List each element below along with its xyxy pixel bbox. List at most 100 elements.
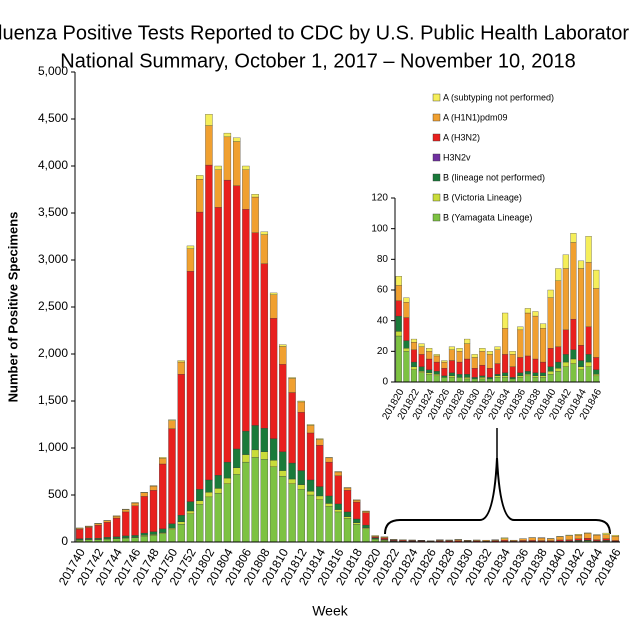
bar-segment bbox=[479, 377, 486, 380]
bar-segment bbox=[177, 374, 185, 516]
bar-segment bbox=[260, 231, 269, 235]
bar-segment bbox=[502, 372, 509, 377]
bar-segment bbox=[517, 329, 524, 358]
bar-segment bbox=[85, 527, 93, 539]
y-tick-label: 0 bbox=[382, 377, 388, 388]
legend-label: B (Victoria Lineage) bbox=[443, 192, 522, 202]
bar-segment bbox=[479, 348, 486, 352]
y-tick-label: 40 bbox=[377, 315, 389, 326]
bar-segment bbox=[509, 366, 516, 378]
bar-segment bbox=[524, 375, 531, 383]
bar-segment bbox=[232, 474, 241, 543]
bar-segment bbox=[584, 537, 592, 541]
bar-segment bbox=[426, 372, 433, 375]
bar-segment bbox=[532, 375, 539, 378]
bar-segment bbox=[448, 360, 455, 373]
bar-segment bbox=[186, 501, 195, 512]
bar-segment bbox=[562, 268, 569, 331]
bar-segment bbox=[260, 459, 269, 543]
bar-segment bbox=[177, 521, 185, 525]
bar-segment bbox=[456, 351, 463, 363]
bar-segment bbox=[494, 377, 501, 383]
bar-segment bbox=[433, 375, 440, 383]
bar-segment bbox=[232, 137, 241, 142]
bar-segment bbox=[343, 511, 352, 517]
bar-segment bbox=[418, 371, 425, 373]
bar-segment bbox=[494, 375, 501, 378]
bar-segment bbox=[242, 461, 250, 543]
bar-segment bbox=[75, 529, 84, 539]
y-tick-label: 120 bbox=[371, 193, 388, 204]
legend-swatch bbox=[432, 173, 441, 182]
bar-segment bbox=[353, 522, 361, 525]
bar-segment bbox=[260, 451, 269, 460]
bar-segment bbox=[131, 537, 139, 543]
bar-segment bbox=[410, 366, 418, 370]
bar-segment bbox=[223, 483, 232, 543]
bar-segment bbox=[269, 460, 278, 467]
bar-segment bbox=[260, 428, 269, 452]
bar-segment bbox=[433, 354, 440, 357]
bar-segment bbox=[585, 326, 592, 355]
bar-segment bbox=[555, 280, 562, 347]
bar-segment bbox=[214, 207, 222, 476]
bar-segment bbox=[517, 326, 524, 331]
y-tick-label: 2,000 bbox=[38, 346, 68, 360]
bar-segment bbox=[149, 490, 158, 532]
bar-segment bbox=[517, 357, 524, 373]
bar-segment bbox=[186, 510, 195, 514]
bar-segment bbox=[325, 461, 333, 497]
bar-segment bbox=[316, 439, 324, 446]
bar-segment bbox=[570, 363, 577, 383]
bar-segment bbox=[232, 185, 241, 450]
bar-segment bbox=[537, 537, 546, 541]
bar-segment bbox=[279, 344, 287, 347]
bar-segment bbox=[112, 516, 121, 519]
bar-segment bbox=[297, 470, 305, 485]
bar-segment bbox=[131, 505, 139, 536]
bar-segment bbox=[251, 232, 259, 426]
bar-segment bbox=[353, 501, 361, 520]
bar-segment bbox=[403, 348, 410, 352]
bar-segment bbox=[502, 377, 509, 383]
bar-segment bbox=[547, 366, 554, 372]
bar-segment bbox=[103, 522, 111, 538]
bar-segment bbox=[288, 392, 296, 464]
bar-segment bbox=[562, 254, 569, 269]
bar-segment bbox=[177, 515, 185, 522]
bar-segment bbox=[223, 136, 232, 181]
bar-segment bbox=[214, 165, 222, 170]
bar-segment bbox=[316, 486, 324, 497]
bar-segment bbox=[297, 489, 305, 543]
bar-segment bbox=[410, 361, 418, 367]
bar-segment bbox=[494, 374, 501, 377]
bar-segment bbox=[577, 369, 585, 383]
bar-segment bbox=[131, 502, 139, 506]
y-tick-label: 5,000 bbox=[38, 64, 68, 78]
bar-segment bbox=[251, 196, 259, 233]
bar-segment bbox=[279, 346, 287, 365]
bar-segment bbox=[306, 424, 315, 426]
bar-segment bbox=[524, 374, 531, 377]
bar-segment bbox=[168, 528, 176, 530]
bar-segment bbox=[479, 351, 486, 366]
bar-segment bbox=[297, 484, 305, 490]
bar-segment bbox=[343, 487, 352, 491]
bar-segment bbox=[403, 317, 410, 341]
bar-segment bbox=[486, 377, 493, 380]
bar-segment bbox=[353, 523, 361, 543]
bar-segment bbox=[297, 400, 305, 403]
bar-segment bbox=[547, 348, 554, 367]
bar-segment bbox=[574, 534, 583, 536]
bar-segment bbox=[585, 366, 592, 383]
bar-segment bbox=[177, 360, 185, 363]
bar-segment bbox=[205, 114, 213, 126]
bar-segment bbox=[214, 492, 222, 543]
bar-segment bbox=[403, 302, 410, 318]
bar-segment bbox=[547, 371, 554, 375]
bar-segment bbox=[334, 503, 342, 510]
bar-segment bbox=[524, 308, 531, 314]
bar-segment bbox=[585, 361, 592, 367]
bar-segment bbox=[205, 496, 213, 543]
